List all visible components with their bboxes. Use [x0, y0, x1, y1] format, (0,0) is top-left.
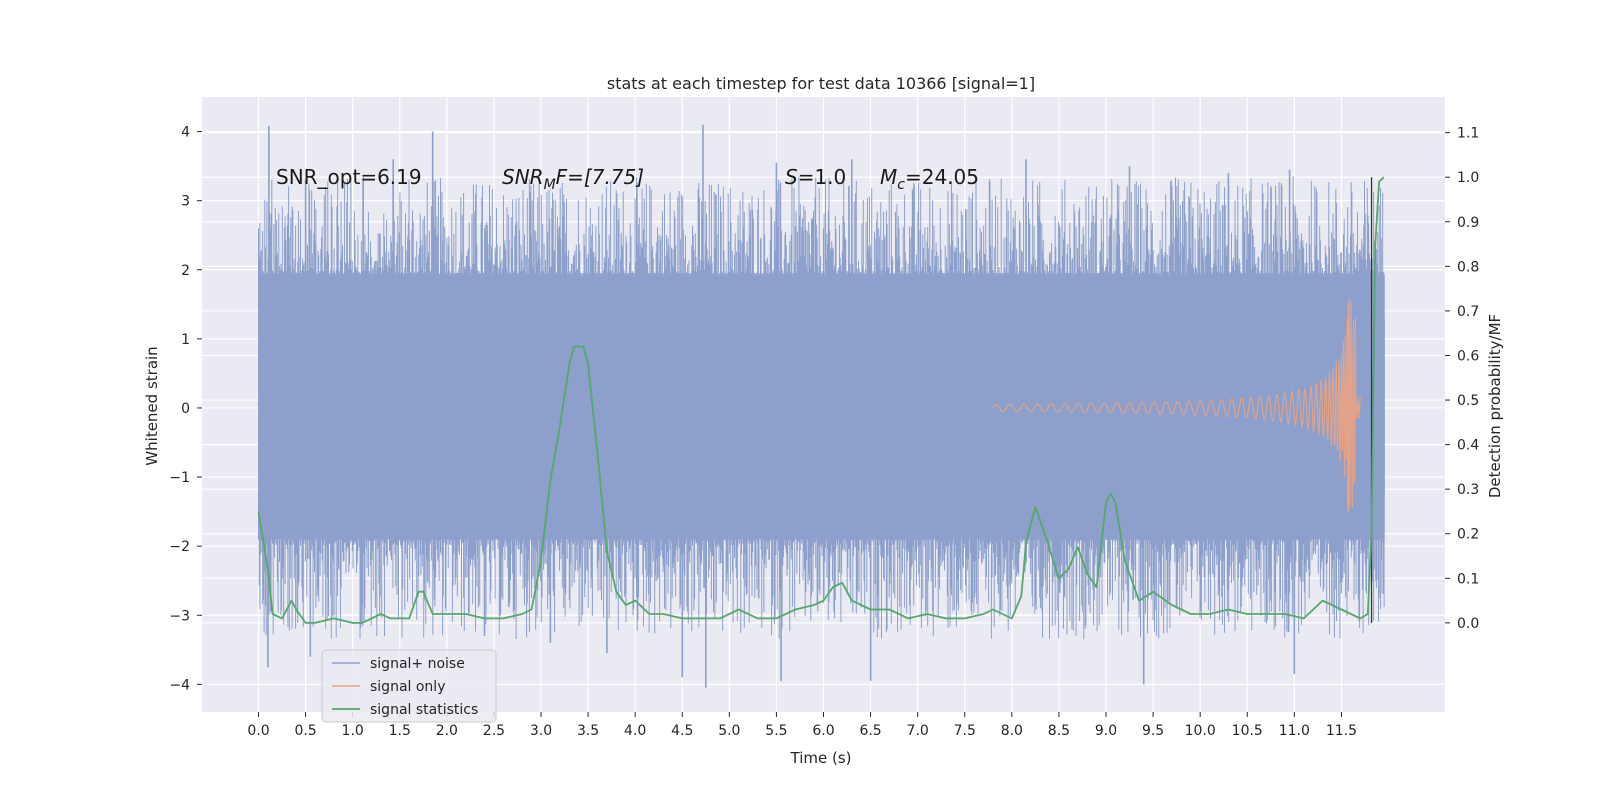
legend-box: [321, 649, 497, 723]
x-tick-label: 1.0: [342, 723, 364, 739]
y-right-tick-label: 0.9: [1457, 215, 1479, 231]
x-tick-label: 10.5: [1232, 723, 1263, 739]
x-tick-label: 7.5: [954, 723, 976, 739]
s-label: S: [785, 165, 798, 189]
x-tick-label: 7.0: [907, 723, 929, 739]
x-tick-label: 9.0: [1095, 723, 1117, 739]
legend-entry-signal-only: signal only: [370, 679, 445, 695]
y-right-tick-label: 0.4: [1457, 438, 1479, 454]
snr-mf-subscript: M: [544, 177, 556, 193]
x-tick-label: 1.5: [389, 723, 411, 739]
annotation-mc: Mc=24.05: [880, 165, 979, 193]
y-left-tick-label: 4: [181, 125, 190, 141]
x-tick-label: 11.5: [1326, 723, 1357, 739]
y-right-tick-label: 1.0: [1457, 170, 1479, 186]
y-right-tick-label: 1.1: [1457, 126, 1479, 142]
signal-only-line: [992, 297, 1361, 513]
y-right-tick-label: 0.1: [1457, 571, 1479, 587]
x-tick-label: 5.5: [765, 723, 787, 739]
x-tick-label: 0.0: [247, 723, 269, 739]
x-tick-label: 4.5: [671, 723, 693, 739]
chart-title: stats at each timestep for test data 103…: [607, 74, 1035, 93]
signal-statistics-trace: [257, 176, 1385, 624]
y-left-tick-label: 3: [181, 194, 190, 210]
annotation-s: S=1.0: [785, 165, 846, 189]
x-tick-label: 0.5: [294, 723, 316, 739]
x-tick-label: 5.0: [718, 723, 740, 739]
x-tick-label: 9.5: [1142, 723, 1164, 739]
snr-mf-main: SNR: [502, 165, 544, 189]
x-tick-label: 3.0: [530, 723, 552, 739]
mc-label: M: [880, 165, 897, 189]
y-axis-label-left: Whitened strain: [143, 346, 161, 465]
y-right-tick-label: 0.0: [1457, 616, 1479, 632]
mc-value: =24.05: [905, 165, 979, 189]
x-tick-label: 2.5: [483, 723, 505, 739]
y-left-tick-label: −2: [169, 539, 190, 555]
legend-entry-signal-statistics: signal statistics: [370, 702, 478, 718]
y-right-tick-label: 0.8: [1457, 259, 1479, 275]
y-axis-label-right: Detection probability/MF: [1486, 314, 1504, 498]
y-left-tick-label: −3: [169, 608, 190, 624]
legend-entry-signal-noise: signal+ noise: [370, 656, 465, 672]
x-tick-label: 2.0: [436, 723, 458, 739]
x-axis-label: Time (s): [790, 749, 852, 767]
x-tick-label: 11.0: [1279, 723, 1310, 739]
y-left-tick-label: 2: [181, 263, 190, 279]
y-right-tick-label: 0.3: [1457, 482, 1479, 498]
x-tick-label: 3.5: [577, 723, 599, 739]
s-value: =1.0: [798, 165, 847, 189]
noise-spikes: [258, 176, 1385, 640]
signal-statistics-line: [257, 176, 1385, 624]
y-right-tick-label: 0.2: [1457, 527, 1479, 543]
y-right-tick-label: 0.7: [1457, 304, 1479, 320]
y-left-tick-label: 0: [181, 401, 190, 417]
annotation-snr-mf: SNRMF=[7.75]: [502, 165, 644, 193]
x-tick-label: 8.5: [1048, 723, 1070, 739]
x-tick-label: 10.0: [1185, 723, 1216, 739]
x-tick-label: 4.0: [624, 723, 646, 739]
x-tick-label: 8.0: [1001, 723, 1023, 739]
y-right-tick-label: 0.5: [1457, 393, 1479, 409]
signal-noise-trace: [258, 124, 1385, 688]
mc-subscript: c: [897, 177, 905, 193]
y-left-tick-label: −1: [169, 470, 190, 486]
y-left-tick-label: 1: [181, 332, 190, 348]
x-tick-label: 6.0: [812, 723, 834, 739]
x-tick-label: 6.5: [859, 723, 881, 739]
noise-peaks: [267, 124, 1296, 688]
tick-labels: 0.0 0.5 1.0 1.5 2.0 2.5 3.0 3.5 4.0 4.5 5.0 5.5 6.0 6…: [169, 125, 1479, 739]
y-left-tick-label: −4: [169, 677, 190, 693]
legend: signal+ noise signal only signal statist…: [321, 649, 497, 723]
annotation-snr-opt: SNR_opt=6.19: [276, 165, 422, 189]
snr-mf-rest: F=[7.75]: [556, 165, 644, 189]
y-right-tick-label: 0.6: [1457, 348, 1479, 364]
